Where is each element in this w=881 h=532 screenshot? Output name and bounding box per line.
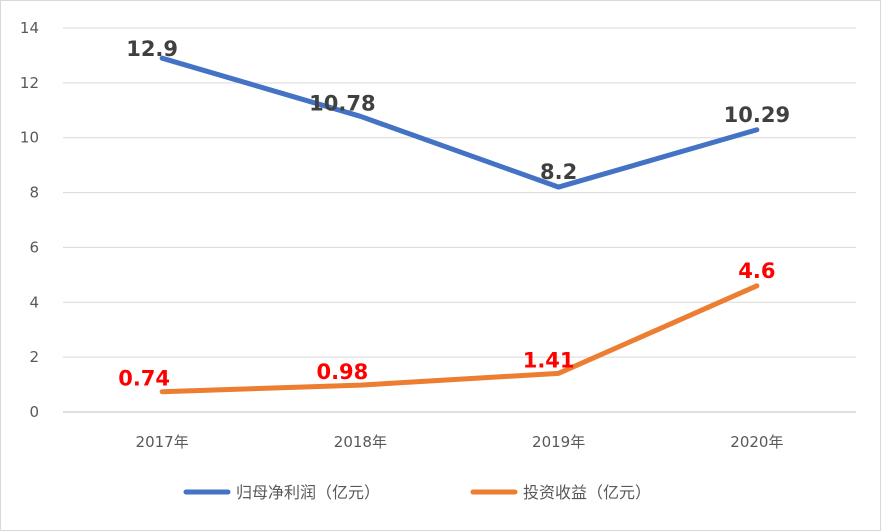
x-tick-label: 2020年 — [730, 433, 783, 451]
y-tick-label: 4 — [29, 293, 39, 311]
data-label: 4.6 — [738, 259, 775, 283]
data-label: 12.9 — [126, 37, 178, 61]
x-tick-label: 2017年 — [136, 433, 189, 451]
series-line-1 — [159, 55, 760, 190]
data-label: 8.2 — [540, 160, 577, 184]
legend-label: 投资收益（亿元） — [523, 483, 651, 502]
data-labels: 12.9 10.78 8.2 10.29 0.74 0.98 1.41 4.6 — [118, 37, 790, 391]
y-tick-label: 8 — [29, 184, 39, 202]
x-tick-label: 2018年 — [334, 433, 387, 451]
data-label: 10.78 — [309, 91, 375, 115]
series-lines — [159, 55, 760, 395]
data-label: 10.29 — [724, 103, 790, 127]
y-tick-label: 0 — [29, 403, 39, 421]
y-tick-label: 10 — [20, 129, 39, 147]
y-axis-ticks: 0 2 4 6 8 10 12 14 — [20, 19, 39, 421]
gridlines — [63, 27, 856, 413]
x-tick-label: 2019年 — [532, 433, 585, 451]
data-label: 1.41 — [523, 348, 575, 372]
y-tick-label: 2 — [29, 348, 39, 366]
data-label: 0.74 — [118, 367, 170, 391]
legend-label: 归母净利润（亿元） — [236, 483, 380, 502]
legend: 归母净利润（亿元） 投资收益（亿元） — [183, 483, 651, 502]
y-tick-label: 12 — [20, 74, 39, 92]
data-label: 0.98 — [316, 360, 368, 384]
x-axis-ticks: 2017年 2018年 2019年 2020年 — [136, 433, 784, 451]
series-line-2 — [159, 283, 760, 395]
y-tick-label: 14 — [20, 19, 39, 37]
y-tick-label: 6 — [29, 238, 39, 256]
